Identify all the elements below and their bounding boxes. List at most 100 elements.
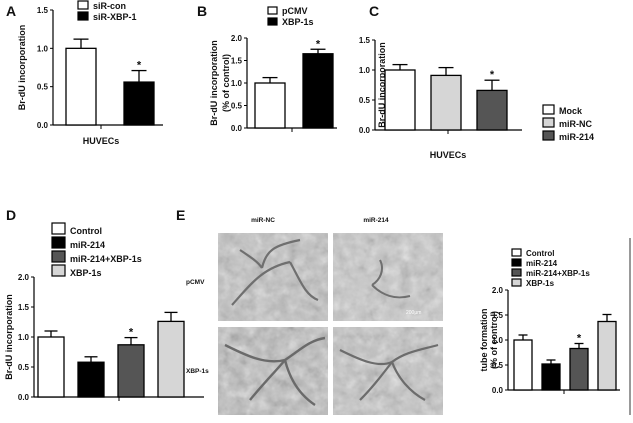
y-tick-label-a-2: 1.0 — [37, 44, 49, 53]
legend-swatch-b-0 — [267, 6, 278, 15]
y-axis-title-c: Br-dU incorporation — [377, 42, 387, 128]
legend-label-e-1: miR-214 — [526, 259, 558, 268]
y-tick-label-a-0: 0.0 — [37, 121, 49, 130]
y-tick-label-e-4: 2.0 — [492, 286, 504, 295]
panel-b-chart: B 0.0 0.5 1.0 1.5 2.0 Br-dU incorporation (% of… — [197, 3, 337, 133]
y-axis-title-e: tube formation — [479, 309, 489, 372]
y-axis-title-d: Br-dU incorporation — [4, 294, 14, 380]
panel-label-c: C — [369, 3, 379, 19]
panel-a-chart: A 0.0 0.5 1.0 1.5 Br-dU incorporation * HUVECs s… — [6, 0, 163, 146]
micrograph-pcmv-mir-214: 200μm — [333, 233, 443, 321]
significance-c-2: * — [490, 69, 495, 81]
legend-label-b-1: XBP-1s — [282, 17, 314, 27]
legend-label-d-2: miR-214+XBP-1s — [70, 254, 142, 264]
x-axis-title-a: HUVECs — [83, 136, 120, 146]
bar-c-0 — [384, 69, 416, 131]
bar-d-0 — [37, 336, 65, 398]
significance-a-1: * — [137, 60, 142, 72]
scale-bar-text: 200μm — [406, 310, 421, 316]
y-tick-label-c-3: 1.5 — [359, 36, 371, 45]
bar-a-1 — [123, 81, 155, 126]
panel-label-b: B — [197, 3, 207, 19]
legend-swatch-e-2 — [511, 268, 522, 277]
y-tick-label-d-3: 1.5 — [18, 303, 30, 312]
y-tick-label-b-0: 0.0 — [231, 124, 243, 133]
legend-swatch-e-0 — [511, 248, 522, 257]
micrograph-pcmv-mir-nc — [218, 233, 328, 321]
legend-label-d-0: Control — [70, 226, 102, 236]
significance-e-2: * — [577, 333, 582, 345]
legend-swatch-d-2 — [51, 250, 66, 263]
legend-swatch-c-0 — [542, 104, 555, 115]
bar-a-0 — [65, 47, 97, 126]
y-axis-title-b: Br-dU incorporation — [209, 40, 219, 126]
y-tick-label-d-2: 1.0 — [18, 333, 30, 342]
bar-e-2 — [569, 347, 589, 391]
bar-e-1 — [541, 363, 561, 391]
legend-label-c-1: miR-NC — [559, 119, 592, 129]
y-tick-label-d-4: 2.0 — [18, 273, 30, 282]
micrograph-grid: E miR-NC miR-214 pCMV XBP-1s 200μm — [176, 207, 443, 415]
legend-label-a-0: siR-con — [93, 1, 126, 11]
panel-label-a: A — [6, 3, 16, 19]
bar-c-2 — [476, 89, 508, 131]
legend-swatch-a-1 — [77, 11, 89, 21]
micro-col-title-nc: miR-NC — [251, 217, 275, 224]
legend-label-e-0: Control — [526, 249, 554, 258]
bar-c-1 — [430, 74, 462, 131]
y-tick-label-d-1: 0.5 — [18, 363, 30, 372]
x-axis-title-c: HUVECs — [430, 150, 467, 160]
legend-swatch-e-3 — [511, 278, 522, 287]
legend-label-e-2: miR-214+XBP-1s — [526, 269, 590, 278]
y-tick-label-d-0: 0.0 — [18, 393, 30, 402]
y-axis-title-a: Br-dU incorporation — [17, 25, 27, 111]
y-tick-label-c-1: 0.5 — [359, 96, 371, 105]
micrograph-xbp1s-mir-nc — [218, 327, 328, 415]
y-axis-subtitle-e: (% of control) — [489, 311, 499, 369]
significance-b-1: * — [316, 38, 321, 50]
y-tick-label-a-1: 0.5 — [37, 83, 49, 92]
bar-b-1 — [302, 53, 334, 129]
micro-row-title-xbp: XBP-1s — [186, 368, 209, 375]
bar-e-3 — [597, 320, 617, 391]
bar-e-0 — [513, 339, 533, 391]
legend-swatch-c-1 — [542, 117, 555, 128]
legend-label-d-3: XBP-1s — [70, 268, 102, 278]
bar-b-0 — [254, 82, 286, 129]
y-tick-label-a-3: 1.5 — [37, 6, 49, 15]
micro-col-title-214: miR-214 — [363, 217, 389, 224]
legend-label-e-3: XBP-1s — [526, 279, 555, 288]
legend-swatch-e-1 — [511, 258, 522, 267]
panel-d-chart: D 0.0 0.5 1.0 1.5 2.0 Br-dU incorporation * Cont… — [4, 207, 204, 402]
y-tick-label-b-1: 0.5 — [231, 102, 243, 111]
legend-swatch-d-3 — [51, 264, 66, 277]
significance-d-2: * — [129, 327, 134, 339]
micro-row-title-pcmv: pCMV — [186, 279, 205, 286]
legend-label-a-1: siR-XBP-1 — [93, 12, 137, 22]
panel-label-d: D — [6, 207, 16, 223]
panel-e-chart: 0.0 0.5 1.0 1.5 2.0 tube formation (% of contr… — [479, 248, 620, 395]
legend-swatch-d-0 — [51, 222, 66, 235]
bar-d-2 — [117, 344, 145, 398]
y-tick-label-e-0: 0.0 — [492, 386, 504, 395]
y-tick-label-b-2: 1.0 — [231, 79, 243, 88]
panel-label-e: E — [176, 207, 185, 223]
legend-swatch-c-2 — [542, 130, 555, 141]
legend-label-c-0: Mock — [559, 106, 583, 116]
legend-label-d-1: miR-214 — [70, 240, 105, 250]
bar-d-1 — [77, 361, 105, 398]
y-tick-label-b-4: 2.0 — [231, 34, 243, 43]
y-tick-label-e-3: 1.5 — [492, 311, 504, 320]
legend-swatch-a-0 — [77, 0, 89, 10]
y-tick-label-c-2: 1.0 — [359, 66, 371, 75]
y-tick-label-b-3: 1.5 — [231, 57, 243, 66]
y-tick-label-e-2: 1.0 — [492, 336, 504, 345]
bar-d-3 — [157, 320, 185, 398]
legend-swatch-d-1 — [51, 236, 66, 249]
y-tick-label-e-1: 0.5 — [492, 361, 504, 370]
y-tick-label-c-0: 0.0 — [359, 126, 371, 135]
micrograph-xbp1s-mir-214 — [333, 327, 443, 415]
legend-label-c-2: miR-214 — [559, 132, 594, 142]
legend-swatch-b-1 — [267, 17, 278, 26]
